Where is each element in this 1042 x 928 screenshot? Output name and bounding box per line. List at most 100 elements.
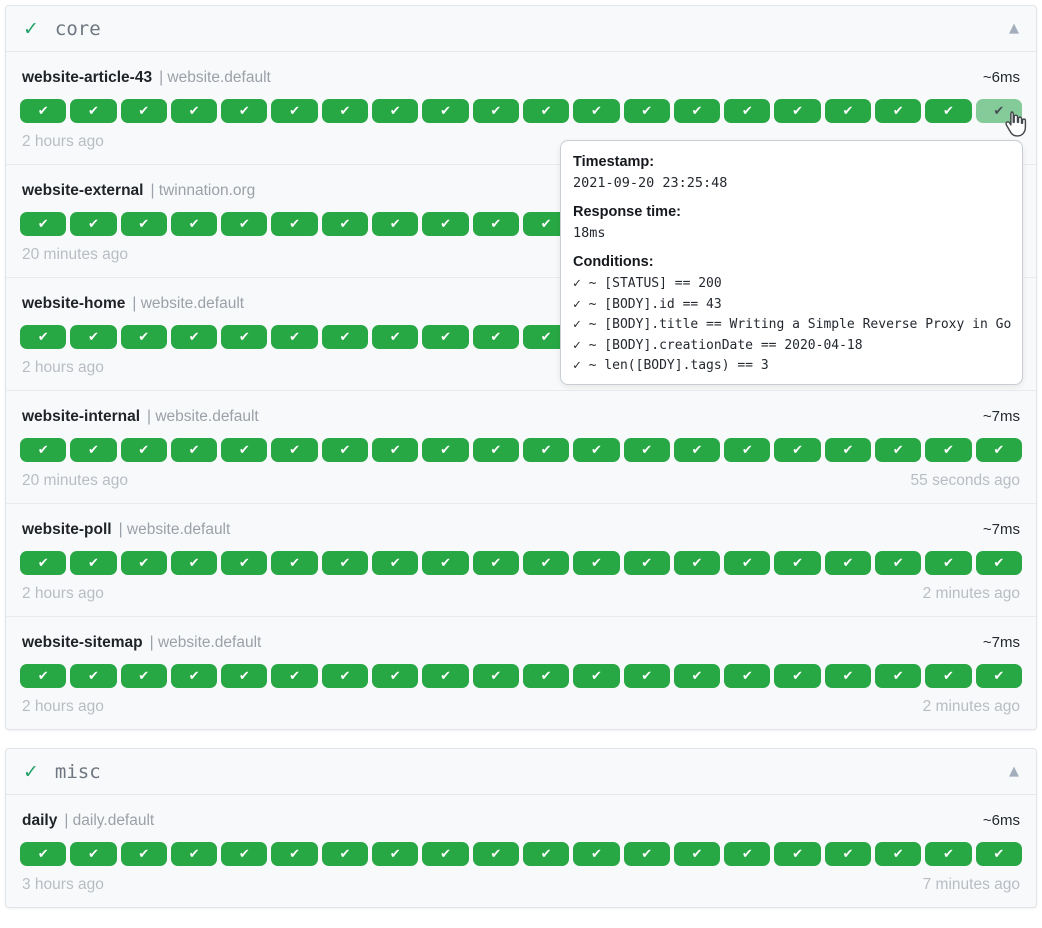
status-badge[interactable]: ✔ [925,664,972,688]
status-badge[interactable]: ✔ [975,438,1022,462]
status-badge[interactable]: ✔ [120,664,167,688]
status-badge[interactable]: ✔ [221,842,268,866]
status-badge[interactable]: ✔ [70,664,117,688]
status-badge[interactable]: ✔ [221,551,268,575]
status-badge[interactable]: ✔ [975,842,1022,866]
collapse-triangle-icon[interactable]: ▲ [1009,21,1019,36]
status-badge[interactable]: ✔ [824,664,872,688]
status-badge[interactable]: ✔ [472,551,519,575]
status-badge[interactable]: ✔ [170,664,218,688]
status-badge[interactable]: ✔ [20,212,67,236]
status-badge[interactable]: ✔ [170,212,218,236]
status-badge[interactable]: ✔ [170,438,218,462]
status-badge[interactable]: ✔ [271,842,318,866]
status-badge[interactable]: ✔ [321,438,369,462]
status-badge[interactable]: ✔ [70,99,117,123]
status-badge[interactable]: ✔ [70,842,117,866]
status-badge[interactable]: ✔ [221,99,268,123]
status-badge[interactable]: ✔ [70,438,117,462]
status-badge[interactable]: ✔ [372,551,419,575]
status-badge[interactable]: ✔ [422,842,469,866]
status-badge[interactable]: ✔ [271,551,318,575]
status-badge[interactable]: ✔ [271,325,318,349]
status-badge[interactable]: ✔ [522,664,570,688]
status-badge[interactable]: ✔ [221,438,268,462]
status-badge[interactable]: ✔ [673,551,721,575]
status-badge[interactable]: ✔ [170,325,218,349]
group-header[interactable]: ✓ core ▲ [6,6,1036,51]
status-badge[interactable]: ✔ [522,438,570,462]
status-badge[interactable]: ✔ [774,551,821,575]
status-badge[interactable]: ✔ [422,212,469,236]
status-badge[interactable]: ✔ [120,438,167,462]
group-header[interactable]: ✓ misc ▲ [6,749,1036,794]
status-badge[interactable]: ✔ [673,438,721,462]
status-badge[interactable]: ✔ [623,99,670,123]
status-badge[interactable]: ✔ [774,438,821,462]
status-badge[interactable]: ✔ [623,664,670,688]
status-badge[interactable]: ✔ [120,99,167,123]
status-badge[interactable]: ✔ [372,212,419,236]
status-badge[interactable]: ✔ [875,438,922,462]
status-badge[interactable]: ✔ [774,99,821,123]
status-badge[interactable]: ✔ [522,551,570,575]
status-badge[interactable]: ✔ [824,842,872,866]
status-badge[interactable]: ✔ [573,438,620,462]
status-badge[interactable]: ✔ [573,664,620,688]
status-badge[interactable]: ✔ [372,325,419,349]
status-badge[interactable]: ✔ [975,551,1022,575]
status-badge[interactable]: ✔ [522,842,570,866]
status-badge[interactable]: ✔ [623,551,670,575]
status-badge[interactable]: ✔ [271,212,318,236]
status-badge[interactable]: ✔ [573,99,620,123]
status-badge[interactable]: ✔ [221,664,268,688]
status-badge[interactable]: ✔ [824,99,872,123]
status-badge[interactable]: ✔ [472,99,519,123]
status-badge[interactable]: ✔ [673,99,721,123]
status-badge[interactable]: ✔ [925,842,972,866]
status-badge[interactable]: ✔ [20,664,67,688]
status-badge[interactable]: ✔ [724,551,771,575]
status-badge[interactable]: ✔ [472,325,519,349]
status-badge[interactable]: ✔ [170,99,218,123]
status-badge[interactable]: ✔ [271,664,318,688]
status-badge[interactable]: ✔ [573,842,620,866]
status-badge[interactable]: ✔ [20,551,67,575]
status-badge[interactable]: ✔ [925,99,972,123]
status-badge[interactable]: ✔ [824,551,872,575]
status-badge[interactable]: ✔ [673,842,721,866]
status-badge[interactable]: ✔ [120,325,167,349]
status-badge[interactable]: ✔ [70,325,117,349]
status-badge[interactable]: ✔ [321,842,369,866]
status-badge[interactable]: ✔ [321,212,369,236]
status-badge[interactable]: ✔ [422,551,469,575]
status-badge[interactable]: ✔ [573,551,620,575]
status-badge[interactable]: ✔ [70,551,117,575]
status-badge[interactable]: ✔ [673,664,721,688]
status-badge[interactable]: ✔ [20,99,67,123]
status-badge[interactable]: ✔ [875,842,922,866]
status-badge[interactable]: ✔ [120,212,167,236]
status-badge[interactable]: ✔ [422,664,469,688]
status-badge[interactable]: ✔ [422,99,469,123]
status-badge[interactable]: ✔ [20,438,67,462]
status-badge[interactable]: ✔ [724,664,771,688]
status-badge[interactable]: ✔ [724,99,771,123]
status-badge[interactable]: ✔ [20,325,67,349]
status-badge[interactable]: ✔ [372,664,419,688]
status-badge[interactable]: ✔ [875,551,922,575]
status-badge[interactable]: ✔ [321,664,369,688]
collapse-triangle-icon[interactable]: ▲ [1009,764,1019,779]
status-badge[interactable]: ✔ [321,551,369,575]
status-badge[interactable]: ✔ [925,438,972,462]
status-badge[interactable]: ✔ [975,664,1022,688]
status-badge[interactable]: ✔ [422,438,469,462]
status-badge[interactable]: ✔ [170,842,218,866]
status-badge[interactable]: ✔ [522,99,570,123]
status-badge[interactable]: ✔ [824,438,872,462]
status-badge[interactable]: ✔ [724,842,771,866]
status-badge[interactable]: ✔ [321,325,369,349]
status-badge[interactable]: ✔ [372,99,419,123]
status-badge[interactable]: ✔ [774,664,821,688]
status-badge[interactable]: ✔ [472,438,519,462]
